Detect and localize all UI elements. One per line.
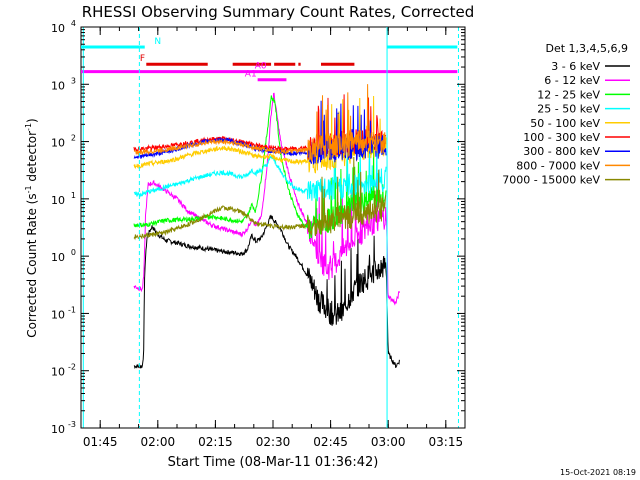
series-line xyxy=(133,84,387,163)
legend-entry-label: 800 - 7000 keV xyxy=(516,159,600,172)
legend-entry-label: 25 - 50 keV xyxy=(537,103,600,116)
y-tick-exponent: -3 xyxy=(68,420,76,429)
y-axis-label: Corrected Count Rate (s-1 detector-1) xyxy=(24,118,39,337)
series-line xyxy=(133,95,387,174)
legend-title: Det 1,3,4,5,6,9 xyxy=(545,42,628,55)
series-line xyxy=(133,92,400,306)
x-tick-label: 03:00 xyxy=(371,435,406,449)
x-tick-label: 02:15 xyxy=(198,435,233,449)
legend-entry-label: 6 - 12 keV xyxy=(544,74,600,87)
series-line xyxy=(133,135,387,202)
x-tick-label: 02:30 xyxy=(256,435,291,449)
y-tick-exponent: 0 xyxy=(71,248,76,257)
y-tick-label: 10 xyxy=(51,366,65,379)
y-tick-label: 10 xyxy=(51,22,65,35)
series-layer xyxy=(133,84,400,369)
chart-title: RHESSI Observing Summary Count Rates, Co… xyxy=(82,3,475,21)
footer-date: 15-Oct-2021 08:19 xyxy=(560,468,636,477)
y-tick-exponent: 3 xyxy=(71,76,76,85)
y-tick-label: 10 xyxy=(51,194,65,207)
legend-entry-label: 300 - 800 keV xyxy=(523,145,600,158)
series-line xyxy=(133,94,387,160)
legend-entry-label: 12 - 25 keV xyxy=(537,88,600,101)
y-tick-exponent: 2 xyxy=(71,134,76,143)
series-line xyxy=(133,156,387,241)
legend-entry-label: 50 - 100 keV xyxy=(530,117,600,130)
x-tick-label: 01:45 xyxy=(83,435,118,449)
y-tick-exponent: 1 xyxy=(71,191,76,200)
x-tick-label: 02:45 xyxy=(313,435,348,449)
y-tick-exponent: -2 xyxy=(68,363,76,372)
x-tick-label: 02:00 xyxy=(141,435,176,449)
y-tick-label: 10 xyxy=(51,251,65,264)
x-tick-label: 03:15 xyxy=(429,435,464,449)
y-tick-label: 10 xyxy=(51,137,65,150)
y-tick-label: 10 xyxy=(51,423,65,436)
legend-entry-label: 3 - 6 keV xyxy=(551,60,600,73)
flag-label: A0 xyxy=(255,62,267,72)
flag-label: N xyxy=(154,37,161,47)
legend-entry-label: 100 - 300 keV xyxy=(523,131,600,144)
x-axis-ticks: 01:45 02:00 02:15 02:30 02:45 03:00 03:15 xyxy=(80,27,466,449)
legend-entry-label: 7000 - 15000 keV xyxy=(502,174,600,187)
y-tick-exponent: 4 xyxy=(71,19,76,28)
y-tick-exponent: -1 xyxy=(68,305,76,314)
y-tick-label: 10 xyxy=(51,79,65,92)
markers-layer xyxy=(82,27,459,428)
flag-label: F xyxy=(140,54,145,64)
x-axis-label: Start Time (08-Mar-11 01:36:42) xyxy=(168,455,379,470)
flag-label: A1 xyxy=(245,70,257,80)
y-tick-label: 10 xyxy=(51,308,65,321)
